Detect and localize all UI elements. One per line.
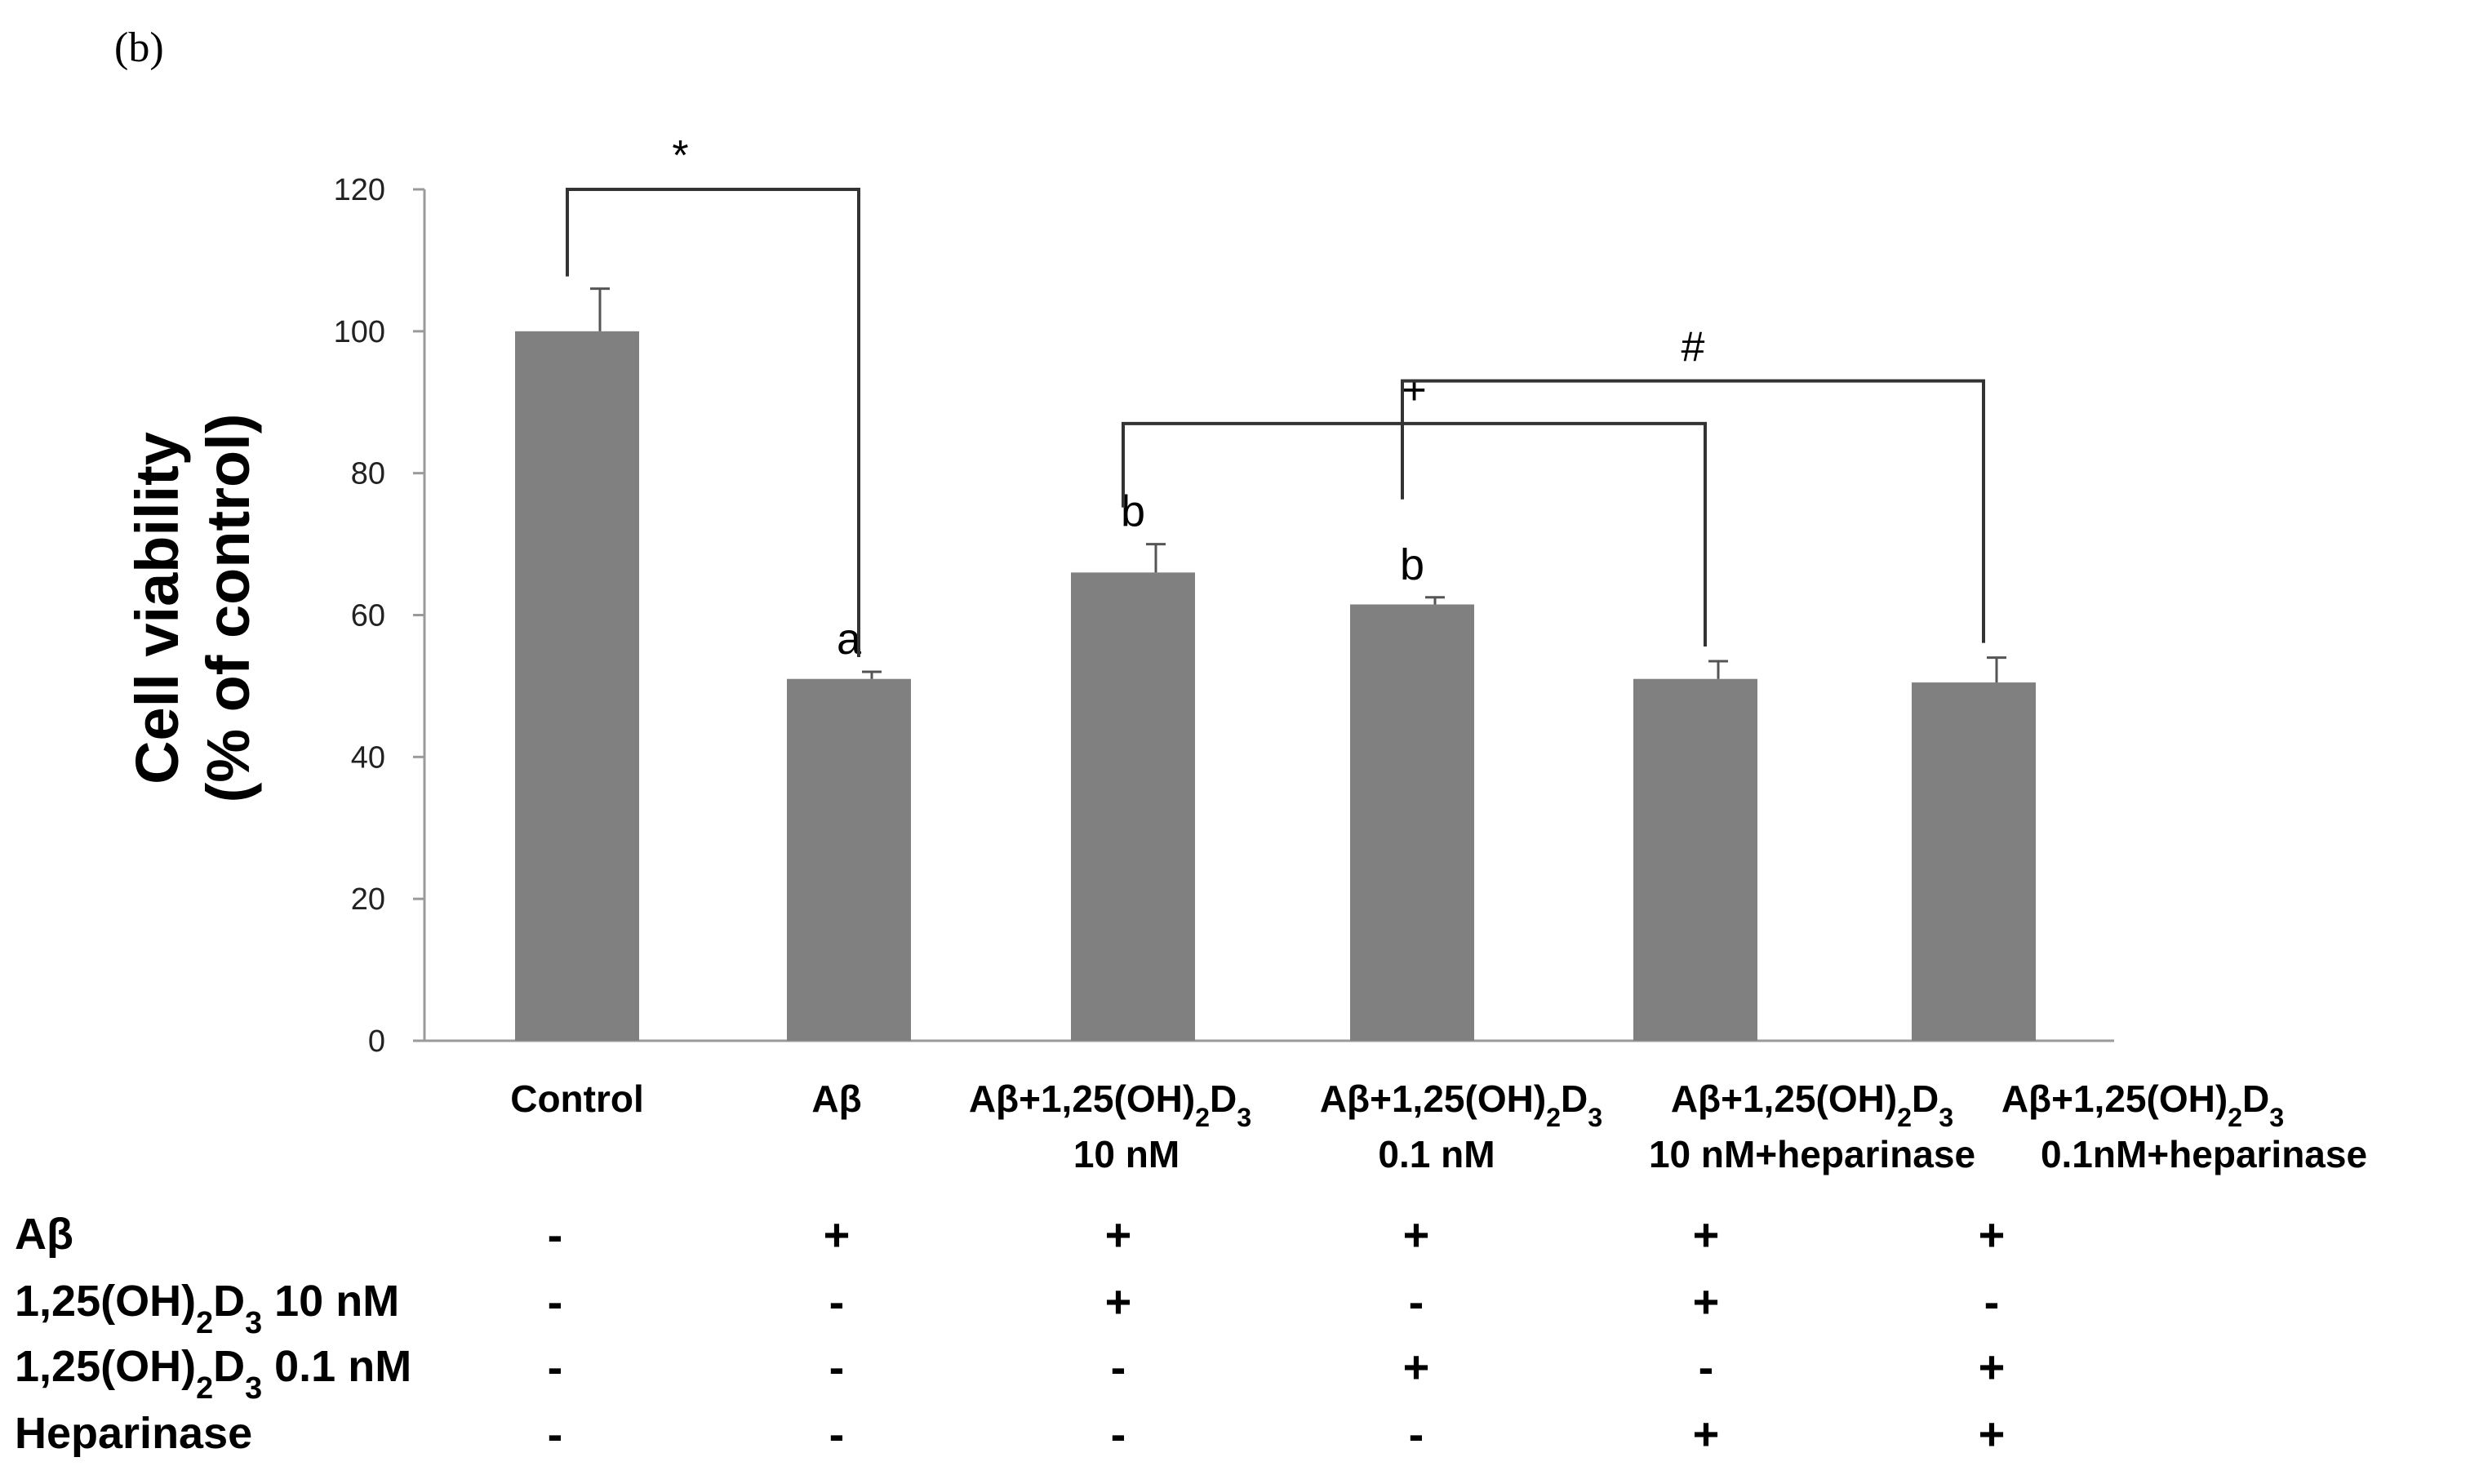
y-axis-title-line1: Cell viability — [123, 432, 191, 784]
bar-4 — [1633, 678, 1757, 1041]
y-tick-label-60: 60 — [351, 599, 385, 633]
y-tick-label-100: 100 — [334, 315, 385, 349]
y-axis-title-line2: (% of control) — [194, 414, 262, 803]
table-cell-0-4: + — [1693, 1209, 1720, 1260]
table-cell-2-1: - — [829, 1341, 845, 1393]
table-row-label-3: Heparinase — [15, 1409, 252, 1458]
table-cell-1-0: - — [548, 1276, 563, 1327]
treatment-table: Aβ - + + + + +1,25(OH)2D3 10 nM - - + - + - 1,25(OH)2… — [15, 1209, 2005, 1460]
axes: 0 20 40 60 80 100 120 — [334, 173, 2114, 1059]
category-label-2: Aβ+1,25(OH)2D3 — [969, 1077, 1251, 1132]
bars: abb — [515, 287, 2036, 1041]
significance-bracket-0 — [566, 188, 860, 658]
significance-symbol-0: * — [672, 132, 688, 180]
category-label-3: Aβ+1,25(OH)2D3 — [1320, 1077, 1602, 1132]
table-cell-3-3: - — [1409, 1408, 1424, 1460]
table-cell-0-3: + — [1403, 1209, 1430, 1260]
category-sublabel-4: 10 nM+heparinase — [1649, 1133, 1975, 1175]
table-row-label-2: 1,25(OH)2D3 0.1 nM — [15, 1342, 411, 1406]
table-cell-1-3: - — [1409, 1276, 1424, 1327]
table-cell-2-0: - — [548, 1341, 563, 1393]
table-cell-0-5: + — [1979, 1209, 2006, 1260]
bar-0 — [515, 331, 639, 1041]
category-label-5: Aβ+1,25(OH)2D3 — [2001, 1077, 2284, 1132]
table-cell-3-4: + — [1693, 1408, 1720, 1460]
category-label-1: Aβ — [811, 1077, 861, 1120]
table-cell-3-5: + — [1979, 1408, 2006, 1460]
y-axis-title: Cell viability (% of control) — [123, 414, 262, 803]
table-cell-2-4: - — [1699, 1341, 1714, 1393]
y-tick-label-20: 20 — [351, 882, 385, 917]
category-sublabel-5: 0.1nM+heparinase — [2041, 1133, 2367, 1175]
table-cell-1-2: + — [1105, 1276, 1132, 1327]
y-tick-label-120: 120 — [334, 173, 385, 207]
category-label-0: Control — [510, 1077, 644, 1120]
table-row-label-1: 1,25(OH)2D3 10 nM — [15, 1277, 399, 1340]
table-cell-0-0: - — [548, 1209, 563, 1260]
bar-letter-3: b — [1400, 540, 1424, 589]
table-cell-1-5: - — [1984, 1276, 2000, 1327]
significance-bracket-2 — [1401, 379, 1985, 643]
table-cell-3-0: - — [548, 1408, 563, 1460]
bar-5 — [1912, 682, 2036, 1041]
y-tick-label-40: 40 — [351, 740, 385, 775]
bar-3 — [1350, 604, 1474, 1041]
category-sublabel-2: 10 nM — [1073, 1133, 1180, 1175]
bar-1 — [787, 678, 911, 1041]
category-sublabel-3: 0.1 nM — [1378, 1133, 1495, 1175]
category-label-4: Aβ+1,25(OH)2D3 — [1671, 1077, 1953, 1132]
table-cell-0-1: + — [824, 1209, 851, 1260]
table-cell-1-1: - — [829, 1276, 845, 1327]
table-cell-3-1: - — [829, 1408, 845, 1460]
table-cell-2-5: + — [1979, 1341, 2006, 1393]
significance-bracket-1 — [1122, 421, 1707, 646]
significance-brackets: * + # — [566, 132, 1985, 658]
table-cell-1-4: + — [1693, 1276, 1720, 1327]
table-cell-2-2: - — [1111, 1341, 1126, 1393]
y-tick-label-80: 80 — [351, 457, 385, 491]
table-cell-2-3: + — [1403, 1341, 1430, 1393]
bar-2 — [1071, 572, 1195, 1041]
y-tick-label-0: 0 — [368, 1024, 385, 1059]
significance-symbol-1: + — [1402, 367, 1426, 414]
table-cell-3-2: - — [1111, 1408, 1126, 1460]
panel-label: (b) — [114, 24, 164, 71]
table-row-label-0: Aβ — [15, 1210, 73, 1259]
significance-symbol-2: # — [1682, 324, 1705, 371]
table-cell-0-2: + — [1105, 1209, 1132, 1260]
